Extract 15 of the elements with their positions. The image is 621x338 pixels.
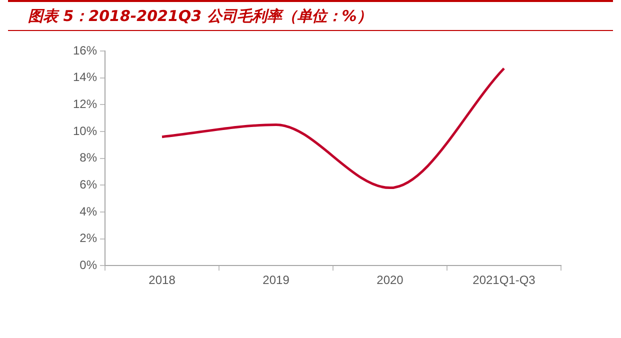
y-tick-label: 2% [80, 231, 98, 246]
x-tick-label: 2019 [262, 273, 290, 288]
x-tick-label: 2020 [376, 273, 404, 288]
y-tick-label: 6% [80, 177, 98, 192]
y-tick-label: 4% [80, 204, 98, 218]
y-tick-label: 14% [72, 70, 98, 84]
y-tick-label: 16% [72, 43, 98, 58]
x-tick-label: 2018 [148, 273, 176, 288]
x-tick-label: 2021Q1-Q3 [472, 273, 536, 288]
chart-title: 图表 5：2018-2021Q3 公司毛利率（单位：%） [8, 0, 613, 31]
y-tick-label: 0% [80, 258, 98, 272]
line-series [160, 67, 506, 190]
y-tick-label: 8% [80, 150, 98, 165]
y-tick-label: 12% [72, 96, 98, 111]
y-tick-label: 10% [72, 124, 98, 138]
